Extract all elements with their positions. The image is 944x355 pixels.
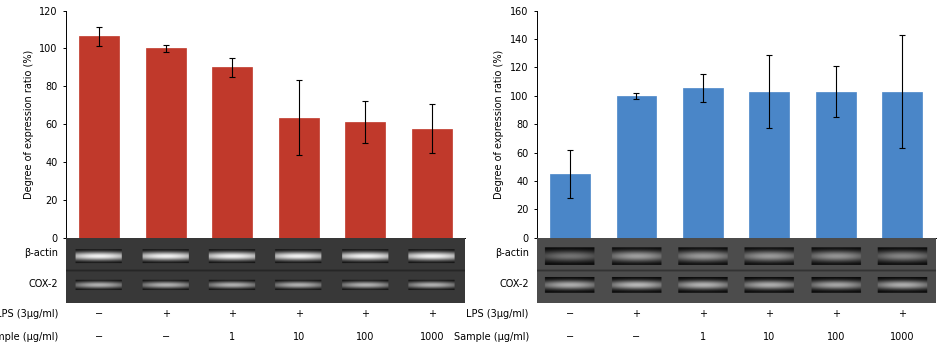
Bar [212,67,252,237]
Bar [145,49,186,237]
Text: LPS (3μg/ml): LPS (3μg/ml) [466,309,529,319]
Text: +: + [228,309,236,319]
Text: +: + [898,309,905,319]
Text: Sample (μg/ml): Sample (μg/ml) [453,332,529,342]
Text: +: + [632,309,640,319]
Text: 1000: 1000 [889,332,914,342]
Text: +: + [831,309,839,319]
Bar [615,96,656,237]
Text: −: − [632,332,640,342]
Y-axis label: Degree of expression ratio (%): Degree of expression ratio (%) [24,50,34,199]
Bar [815,92,855,237]
Text: 10: 10 [763,332,775,342]
Bar [412,129,451,237]
Text: +: + [699,309,706,319]
Text: COX-2: COX-2 [498,279,529,289]
Text: +: + [428,309,435,319]
Text: β-actin: β-actin [25,248,59,258]
Bar [749,92,788,237]
Text: Sample (μg/ml): Sample (μg/ml) [0,332,59,342]
Text: 10: 10 [293,332,305,342]
Text: +: + [295,309,302,319]
Text: −: − [95,332,103,342]
Text: 1000: 1000 [419,332,444,342]
Text: 100: 100 [826,332,844,342]
Text: β-actin: β-actin [495,248,529,258]
Text: COX-2: COX-2 [28,279,59,289]
Bar [345,122,385,237]
Text: +: + [361,309,369,319]
Bar [882,92,921,237]
Text: 1: 1 [700,332,705,342]
Bar [79,36,119,237]
Text: −: − [161,332,170,342]
Text: −: − [565,332,573,342]
Text: +: + [161,309,170,319]
Text: −: − [95,309,103,319]
Text: 100: 100 [356,332,374,342]
Bar [683,88,722,237]
Text: +: + [765,309,772,319]
Bar [278,118,318,237]
Bar [549,174,589,237]
Text: 1: 1 [229,332,235,342]
Y-axis label: Degree of expression ratio (%): Degree of expression ratio (%) [494,50,504,199]
Text: LPS (3μg/ml): LPS (3μg/ml) [0,309,59,319]
Text: −: − [565,309,573,319]
